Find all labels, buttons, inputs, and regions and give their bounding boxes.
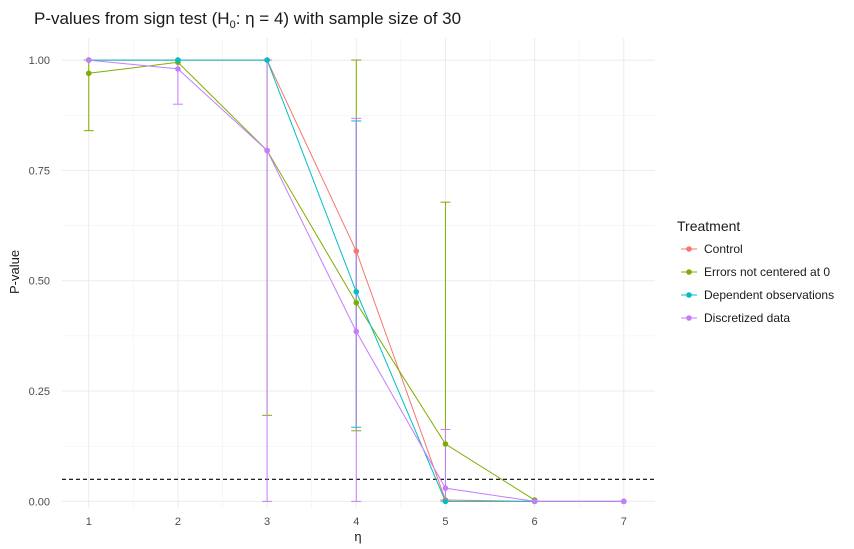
y-tick-label: 0.50 xyxy=(29,276,50,288)
y-tick-label: 1.00 xyxy=(29,55,50,67)
grid-lines xyxy=(62,38,655,508)
legend-label: Errors not centered at 0 xyxy=(704,265,830,279)
y-tick-label: 0.25 xyxy=(29,386,50,398)
legend-title: Treatment xyxy=(677,218,740,234)
data-point xyxy=(353,248,360,254)
x-axis-title: η xyxy=(354,529,361,544)
data-point xyxy=(175,66,181,72)
x-tick-label: 6 xyxy=(532,516,538,528)
x-tick-label: 1 xyxy=(86,516,92,528)
x-tick-label: 5 xyxy=(442,516,448,528)
y-tick-label: 0.00 xyxy=(29,496,50,508)
legend-item: Errors not centered at 0 xyxy=(681,265,830,279)
data-point xyxy=(85,57,92,63)
data-point xyxy=(442,498,449,505)
data-point xyxy=(353,288,360,295)
x-tick-label: 7 xyxy=(621,516,627,528)
legend-label: Discretized data xyxy=(704,311,790,325)
data-point xyxy=(531,498,538,505)
data-point xyxy=(85,70,92,77)
chart-title: P-values from sign test (H0: η = 4) with… xyxy=(34,9,461,31)
y-tick-label: 0.75 xyxy=(29,165,50,177)
x-tick-label: 3 xyxy=(264,516,270,528)
x-tick-label: 4 xyxy=(353,516,359,528)
x-tick-labels: 1 2 3 4 5 6 7 xyxy=(86,516,627,528)
legend-label: Dependent observations xyxy=(704,288,834,302)
data-point xyxy=(264,57,270,63)
y-tick-labels: 0.00 0.25 0.50 0.75 1.00 xyxy=(29,55,50,508)
data-point xyxy=(353,299,360,306)
legend-item: Discretized data xyxy=(681,311,790,325)
legend-key-point xyxy=(686,315,692,321)
legend-item: Control xyxy=(681,242,743,256)
data-points xyxy=(85,57,627,505)
x-tick-label: 2 xyxy=(175,516,181,528)
data-point xyxy=(175,57,181,63)
legend: Treatment Control Errors not centered at … xyxy=(677,218,834,325)
data-point xyxy=(353,328,360,335)
legend-key-point xyxy=(686,269,692,275)
series-line xyxy=(88,61,535,501)
data-point xyxy=(442,441,449,447)
y-axis-title: P-value xyxy=(7,250,22,294)
legend-key-point xyxy=(686,292,692,298)
data-point xyxy=(620,498,627,505)
legend-item: Dependent observations xyxy=(681,288,834,302)
data-point xyxy=(442,485,449,491)
data-point xyxy=(264,147,270,154)
legend-label: Control xyxy=(704,242,743,256)
legend-key-point xyxy=(686,246,692,252)
